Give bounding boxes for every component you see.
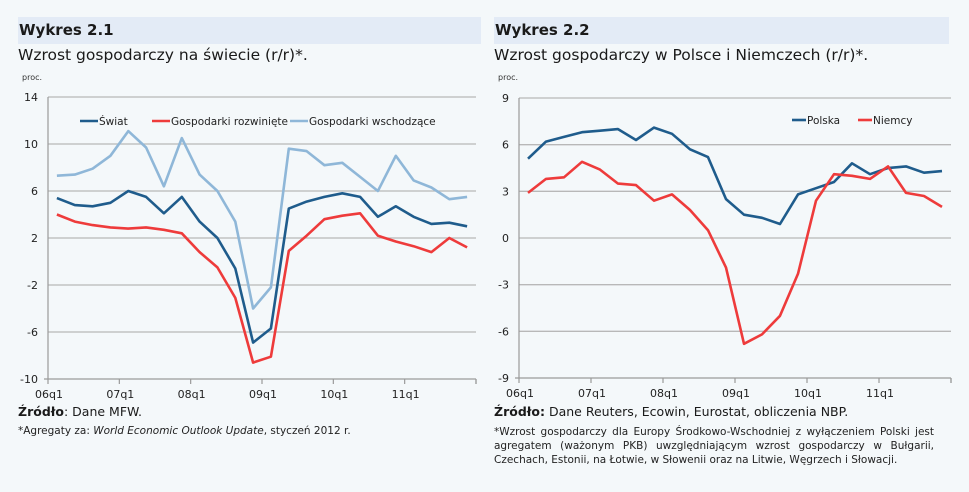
series-gospodarki-rozwinięte [56, 212, 468, 364]
y-tick-label: 2 [31, 232, 38, 245]
source-text: Dane Reuters, Ecowin, Eurostat, obliczen… [545, 404, 849, 419]
series-line [527, 160, 943, 346]
x-tick-label: 09q1 [249, 388, 277, 400]
series-świat [56, 189, 468, 344]
chart-title: Wzrost gospodarczy w Polsce i Niemczech … [494, 46, 869, 64]
legend-label: Świat [99, 115, 128, 128]
series-gospodarki-wschodzące [56, 129, 468, 310]
y-tick-label: 6 [31, 185, 38, 198]
chart-title: Wzrost gospodarczy na świecie (r/r)*. [18, 46, 308, 64]
legend-label: Polska [807, 115, 840, 127]
series-line [56, 212, 468, 364]
chart-header: Wykres 2.1 [18, 17, 481, 44]
y-tick-label: 0 [502, 232, 509, 245]
x-tick-label: 06q1 [35, 388, 63, 400]
chart-panel-1: Wykres 2.1 Wzrost gospodarczy na świecie… [0, 0, 481, 492]
series-line [56, 189, 468, 344]
legend-label: Niemcy [873, 115, 912, 127]
y-tick-label: 6 [502, 139, 509, 152]
line-chart-world-growth: 14 10 6 2 -2 -6 -10 06q1 07q1 08q1 09q1 10q1 11q1 Świ… [20, 91, 477, 400]
x-tick-label: 07q1 [106, 388, 134, 400]
source-line: Źródło: Dane MFW. [18, 404, 142, 419]
source-label: Źródło [18, 404, 64, 419]
x-tick-label: 08q1 [650, 387, 678, 400]
series-line [56, 129, 468, 310]
line-chart-poland-germany-growth: 9 6 3 0 -3 -6 -9 06q1 07q1 08q1 09q1 10q1 11q1 Polska… [498, 92, 952, 400]
y-tick-label: 10 [24, 138, 38, 151]
legend-label: Gospodarki wschodzące [309, 116, 436, 128]
x-tick-label: 09q1 [722, 387, 750, 400]
x-tick-label: 11q1 [866, 387, 894, 400]
y-tick-label: 14 [24, 91, 38, 104]
y-tick-label: -6 [498, 325, 509, 338]
x-tick-label: 11q1 [392, 388, 420, 400]
series-niemcy [527, 160, 943, 346]
y-tick-label: -6 [27, 326, 38, 339]
series-polska [527, 126, 943, 226]
chart-header: Wykres 2.2 [494, 17, 949, 44]
y-tick-label: 9 [502, 92, 509, 105]
footnote-prefix: *Agregaty za: [18, 425, 94, 437]
source-text: : Dane MFW. [64, 404, 142, 419]
x-tick-label: 10q1 [320, 388, 348, 400]
footnote-suffix: , styczeń 2012 r. [263, 425, 351, 437]
x-tick-label: 07q1 [578, 387, 606, 400]
chart-panel-2: Wykres 2.2 Wzrost gospodarczy w Polsce i… [480, 0, 969, 492]
y-axis-unit: proc. [498, 73, 519, 82]
y-axis-unit: proc. [22, 73, 43, 82]
source-label: Źródło: [494, 404, 545, 419]
x-tick-label: 10q1 [794, 387, 822, 400]
legend-label: Gospodarki rozwinięte [171, 116, 288, 128]
source-line: Źródło: Dane Reuters, Ecowin, Eurostat, … [494, 404, 848, 419]
x-tick-label: 06q1 [506, 387, 534, 400]
series-line [527, 126, 943, 226]
footnote-publication: World Economic Outlook Update [93, 425, 264, 437]
footnote: *Agregaty za: World Economic Outlook Upd… [18, 424, 351, 438]
x-tick-label: 08q1 [178, 388, 206, 400]
y-tick-label: -10 [20, 373, 38, 386]
y-tick-label: -3 [498, 279, 509, 292]
y-tick-label: -9 [498, 372, 509, 385]
footnote: *Wzrost gospodarczy dla Europy Środkowo-… [494, 426, 934, 466]
y-tick-label: 3 [502, 185, 509, 198]
y-tick-label: -2 [27, 279, 38, 292]
